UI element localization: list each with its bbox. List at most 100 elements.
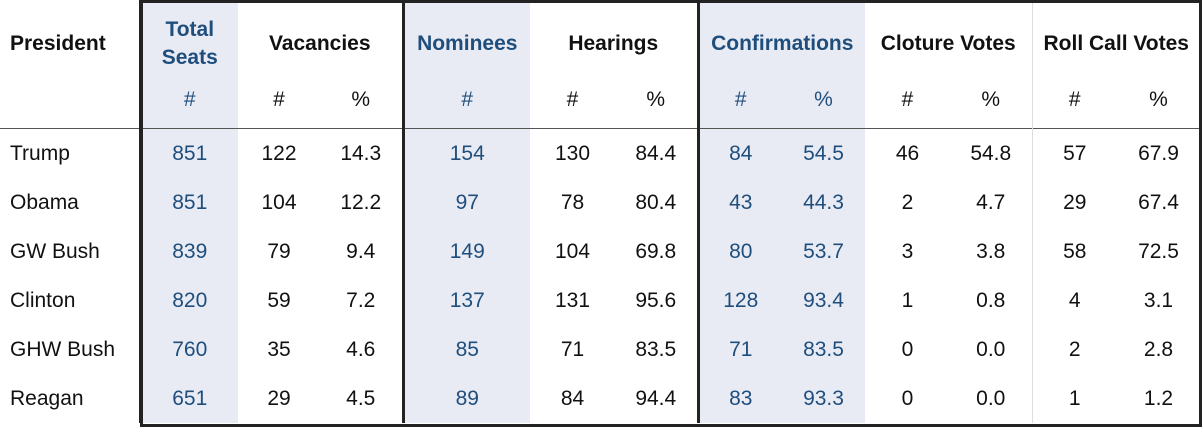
president-name: GW Bush — [10, 239, 100, 263]
table-cell: 93.4 — [782, 276, 865, 325]
subheader-count: # — [273, 88, 285, 111]
table-cell: 651 — [138, 374, 238, 423]
table-cell: 149 — [401, 227, 530, 276]
table-cell: 1.2 — [1143, 386, 1174, 410]
table-cell: 54.5 — [782, 128, 865, 178]
table-cell: 839 — [138, 227, 238, 276]
president-name: Clinton — [10, 288, 76, 312]
table-cell: 0.0 — [976, 337, 1006, 361]
table-cell: 79 — [267, 239, 291, 263]
table-row: GHW Bush 760 35 4.6 85 71 83.5 71 83.5 0 0.0 2 2.8 — [0, 325, 1200, 374]
table-cell: 4.5 — [346, 386, 376, 410]
subheader-percent: % — [351, 88, 371, 111]
table-cell: 35 — [267, 337, 291, 361]
table-cell: 67.4 — [1138, 190, 1179, 214]
header-nominees: Nominees — [401, 0, 530, 88]
table-cell: 84 — [696, 128, 782, 178]
table-cell: 71 — [696, 325, 782, 374]
table-cell: 1 — [1031, 374, 1117, 423]
table-cell: 128 — [696, 276, 782, 325]
subheader-blank — [0, 88, 140, 129]
subheader-count: # — [696, 88, 782, 129]
president-name: GHW Bush — [10, 337, 116, 361]
table-cell: 83.5 — [782, 325, 865, 374]
president-name: Obama — [10, 190, 79, 214]
table-cell: 59 — [267, 288, 291, 312]
table-cell: 80 — [696, 227, 782, 276]
table-cell: 2.8 — [1143, 337, 1174, 361]
table-cell: 0 — [901, 386, 914, 410]
subheader-count: # — [901, 88, 914, 111]
table-cell: 4.7 — [976, 190, 1006, 214]
table-cell: 85 — [401, 325, 530, 374]
table-cell: 0.0 — [976, 386, 1006, 410]
table-cell: 84 — [560, 386, 585, 410]
table-cell: 58 — [1031, 227, 1117, 276]
subheader-percent: % — [646, 88, 666, 111]
table-cell: 94.4 — [635, 386, 677, 410]
table-cell: 2 — [1031, 325, 1117, 374]
table-cell: 12.2 — [340, 190, 382, 214]
table-cell: 29 — [267, 386, 291, 410]
subheader-count: # — [401, 88, 530, 129]
president-name: Reagan — [10, 386, 84, 410]
subheader-percent: % — [981, 88, 1001, 111]
table-cell: 0 — [901, 337, 914, 361]
table-cell: 78 — [560, 190, 585, 214]
subheader-percent: % — [1149, 88, 1168, 111]
table-cell: 69.8 — [635, 239, 677, 263]
table-cell: 820 — [138, 276, 238, 325]
header-cloture-votes: Cloture Votes — [880, 32, 1016, 55]
table-cell: 89 — [401, 374, 530, 423]
table-cell: 3.1 — [1143, 288, 1174, 312]
table-cell: 57 — [1031, 128, 1117, 178]
subheader-count: # — [1031, 88, 1117, 129]
table-cell: 760 — [138, 325, 238, 374]
table-cell: 53.7 — [782, 227, 865, 276]
header-total-seats: Total Seats — [138, 0, 238, 88]
table-row: Trump 851 122 14.3 154 130 84.4 84 54.5 46 54.8 57 6… — [0, 128, 1200, 178]
header-president: President — [10, 32, 106, 55]
table-cell: 95.6 — [635, 288, 677, 312]
table-cell: 83 — [696, 374, 782, 423]
table-cell: 3.8 — [976, 239, 1006, 263]
table-cell: 72.5 — [1138, 239, 1179, 263]
table-cell: 130 — [554, 141, 591, 165]
table-row: Reagan 651 29 4.5 89 84 94.4 83 93.3 0 0.0 1 1.2 — [0, 374, 1200, 423]
table-cell: 9.4 — [346, 239, 376, 263]
table-cell: 83.5 — [635, 337, 677, 361]
table-cell: 29 — [1031, 178, 1117, 227]
table-cell: 137 — [401, 276, 530, 325]
table-cell: 2 — [901, 190, 914, 214]
table-cell: 54.8 — [970, 141, 1012, 165]
table-row: Obama 851 104 12.2 97 78 80.4 43 44.3 2 4.7 29 67.4 — [0, 178, 1200, 227]
subheader-count: # — [566, 88, 579, 111]
table-cell: 71 — [560, 337, 585, 361]
table-cell: 14.3 — [340, 141, 382, 165]
header-vacancies: Vacancies — [268, 32, 371, 55]
table-cell: 4 — [1031, 276, 1117, 325]
table-cell: 7.2 — [346, 288, 376, 312]
table-cell: 1 — [901, 288, 914, 312]
table-cell: 154 — [401, 128, 530, 178]
subheader-percent: % — [782, 88, 865, 129]
table-cell: 0.8 — [976, 288, 1006, 312]
table-cell: 104 — [261, 190, 297, 214]
header-hearings: Hearings — [568, 32, 659, 55]
table-cell: 80.4 — [635, 190, 677, 214]
table-cell: 3 — [901, 239, 914, 263]
table-cell: 46 — [895, 141, 920, 165]
subheader-count: # — [138, 88, 238, 129]
table-cell: 67.9 — [1138, 141, 1179, 165]
table-cell: 93.3 — [782, 374, 865, 423]
table-row: GW Bush 839 79 9.4 149 104 69.8 80 53.7 3 3.8 58 72.… — [0, 227, 1200, 276]
header-confirmations: Confirmations — [696, 0, 865, 88]
table-cell: 84.4 — [635, 141, 677, 165]
table-cell: 122 — [261, 141, 297, 165]
table-cell: 851 — [138, 178, 238, 227]
table-cell: 131 — [554, 288, 591, 312]
table-cell: 104 — [554, 239, 591, 263]
table-cell: 43 — [696, 178, 782, 227]
header-roll-call-votes: Roll Call Votes — [1031, 0, 1201, 88]
